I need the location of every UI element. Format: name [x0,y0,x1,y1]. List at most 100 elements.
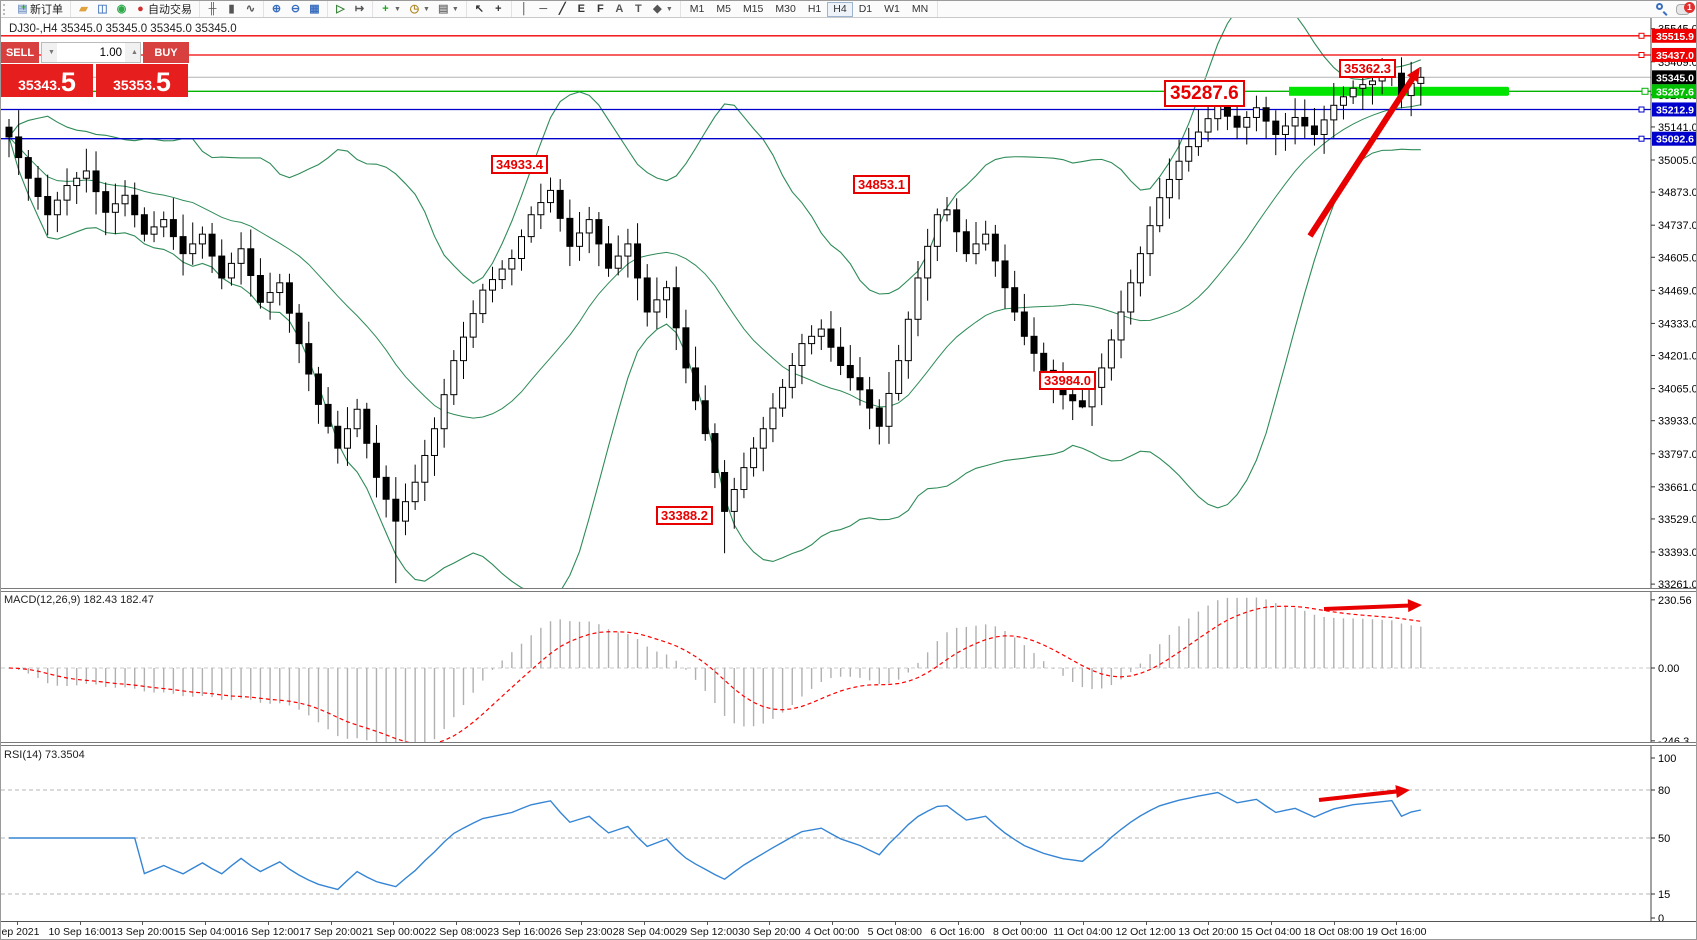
time-label: 18 Oct 08:00 [1303,926,1364,938]
zoom-in-button[interactable]: ⊕ [267,2,286,17]
svg-text:33261.0: 33261.0 [1658,579,1697,588]
price-annotation[interactable]: 33984.0 [1039,371,1096,390]
auto-scroll-button[interactable]: ▷ [331,2,350,17]
time-label: 5 Oct 08:00 [867,926,922,938]
chart-shift-button[interactable]: ↦ [350,2,369,17]
text-button[interactable]: A [610,2,629,17]
timeframe-m5-button[interactable]: M5 [710,2,737,17]
buy-button[interactable]: BUY [143,42,189,63]
time-label: Sep 2021 [1,926,40,938]
time-label: 13 Sep 20:00 [111,926,174,938]
time-label: 16 Sep 12:00 [236,926,300,938]
arrows-icon: ◆ [653,2,662,15]
history-center-icon: ◫ [97,2,108,15]
indicators-button[interactable]: + ▼ [376,2,405,17]
buy-price[interactable]: 35353. 5 [96,64,188,97]
volume-increase-button[interactable]: ▲ [125,43,140,62]
time-tick [769,922,771,925]
volume-input[interactable] [57,43,125,62]
timeframe-w1-button[interactable]: W1 [878,2,906,17]
fibonacci-button[interactable]: F [591,2,610,17]
timeframe-m1-button[interactable]: M1 [684,2,711,17]
svg-text:80: 80 [1658,785,1670,797]
price-annotation[interactable]: 34933.4 [491,155,548,174]
templates-button[interactable]: ▤ ▼ [434,2,463,17]
tile-windows-button[interactable]: ▦ [305,2,324,17]
time-label: 17 Sep 20:00 [299,926,362,938]
time-tick [518,922,520,925]
trendline-button[interactable]: ╱ [553,2,572,17]
time-label: 15 Oct 04:00 [1240,926,1302,938]
equidistant-channel-button[interactable]: E [572,2,591,17]
macd-label: MACD(12,26,9) 182.43 182.47 [4,594,154,606]
time-tick [1145,922,1147,925]
periods-button[interactable]: ◷ ▼ [405,2,434,17]
timeframe-h4-button[interactable]: H4 [827,1,853,17]
horizontal-line-button[interactable]: ─ [534,2,553,17]
time-tick [1333,922,1335,925]
sell-price[interactable]: 35343. 5 [1,64,93,97]
timeframe-m15-button[interactable]: M15 [737,2,769,17]
rsi-panel[interactable]: 100 80 50 15 0 [1,746,1697,921]
search-icon[interactable] [1656,3,1668,16]
main-price-chart[interactable]: 35545.035409.035273.035141.035005.034873… [1,18,1697,588]
autotrade-icon: ● [137,2,144,15]
panel-separator[interactable] [1,588,1696,592]
svg-text:35287.6: 35287.6 [1656,86,1694,98]
svg-text:100: 100 [1658,753,1676,765]
svg-text:35515.9: 35515.9 [1656,31,1694,43]
timeframe-m30-button[interactable]: M30 [769,2,801,17]
crosshair-button[interactable]: + [489,2,508,17]
zoom-out-button[interactable]: ⊖ [286,2,305,17]
crayon-button[interactable]: ▰ [74,2,93,17]
autotrade-button[interactable]: ● 自动交易 [131,2,196,17]
price-annotation[interactable]: 34853.1 [853,175,910,194]
timeframe-h1-button[interactable]: H1 [802,2,827,17]
time-tick [17,922,18,925]
time-tick [1396,922,1398,925]
price-annotation[interactable]: 35362.3 [1339,59,1396,78]
price-annotation[interactable]: 35287.6 [1164,80,1245,107]
cursor-button[interactable]: ↖ [470,2,489,17]
time-tick [393,922,395,925]
line-chart-button[interactable]: ∿ [241,2,260,17]
svg-text:34605.0: 34605.0 [1658,252,1697,264]
sell-button[interactable]: SELL [1,42,39,63]
bar-chart-button[interactable]: ╫ [203,2,222,17]
time-label: 13 Oct 20:00 [1178,926,1239,938]
svg-text:35141.0: 35141.0 [1658,122,1697,134]
time-tick [79,922,81,925]
time-label: 6 Oct 16:00 [930,926,985,938]
time-tick [1082,922,1084,925]
text-label-button[interactable]: T [629,2,648,17]
svg-text:34469.0: 34469.0 [1658,285,1697,297]
price-annotation[interactable]: 33388.2 [656,506,713,525]
arrows-button[interactable]: ◆ ▼ [648,2,677,17]
candlestick-chart-button[interactable]: ▮ [222,2,241,17]
time-tick [957,922,959,925]
time-tick [142,922,144,925]
time-label: 19 Oct 16:00 [1366,926,1427,938]
notifications-icon[interactable]: 1 [1676,1,1695,15]
chevron-down-icon: ▼ [451,5,459,13]
tile-windows-icon: ▦ [309,2,320,15]
time-label: 12 Oct 12:00 [1115,926,1176,938]
timeframe-mn-button[interactable]: MN [906,2,934,17]
vertical-line-button[interactable]: │ [515,2,534,17]
time-label: 23 Sep 16:00 [487,926,550,938]
svg-text:33797.0: 33797.0 [1658,449,1697,461]
one-click-trading-widget: SELL ▼ ▲ BUY 35343.5 35353.5 [1,42,189,97]
panel-separator[interactable] [1,742,1696,746]
svg-text:33529.0: 33529.0 [1658,514,1697,526]
new-order-button[interactable]: ▤ + 新订单 [13,2,67,17]
cursor-icon: ↖ [474,2,484,15]
macd-panel[interactable]: 230.56 0.00 -246.3 [1,592,1697,742]
signals-button[interactable]: ◉ [112,2,131,17]
svg-text:34333.0: 34333.0 [1658,318,1697,330]
volume-decrease-button[interactable]: ▼ [42,43,57,62]
history-center-button[interactable]: ◫ [93,2,112,17]
time-label: 29 Sep 12:00 [675,926,738,938]
chart-window[interactable]: DJ30-,H4 35345.0 35345.0 35345.0 35345.0… [1,18,1697,939]
timeframe-d1-button[interactable]: D1 [853,2,878,17]
